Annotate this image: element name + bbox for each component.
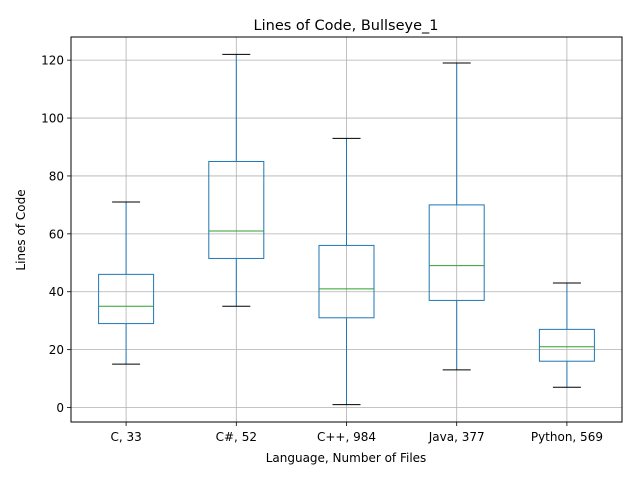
y-tick-label: 0 [56,401,64,415]
y-tick-label: 20 [49,343,64,357]
chart-title: Lines of Code, Bullseye_1 [254,18,439,34]
y-tick-label: 80 [49,169,64,183]
y-tick-label: 60 [49,227,64,241]
y-tick-label: 40 [49,285,64,299]
box-iqr [538,328,595,362]
box-iqr [208,160,265,259]
box-iqr [318,244,375,319]
box-iqr [428,204,485,301]
plot-layer [98,53,595,406]
axes-layer: 0 20 40 60 80 100 120 C, 33 C#, 52 C++, 984 Java, … [41,36,623,444]
x-tick-label: Python, 569 [531,430,603,444]
y-tick-label: 100 [41,112,64,126]
box-iqr [98,273,155,325]
y-axis-label: Lines of Code [14,189,28,270]
x-tick-label: C#, 52 [216,430,257,444]
y-tick-label: 120 [41,54,64,68]
x-axis-label: Language, Number of Files [266,451,427,465]
x-tick-label: Java, 377 [428,430,485,444]
x-tick-label: C, 33 [110,430,141,444]
x-tick-label: C++, 984 [317,430,376,444]
